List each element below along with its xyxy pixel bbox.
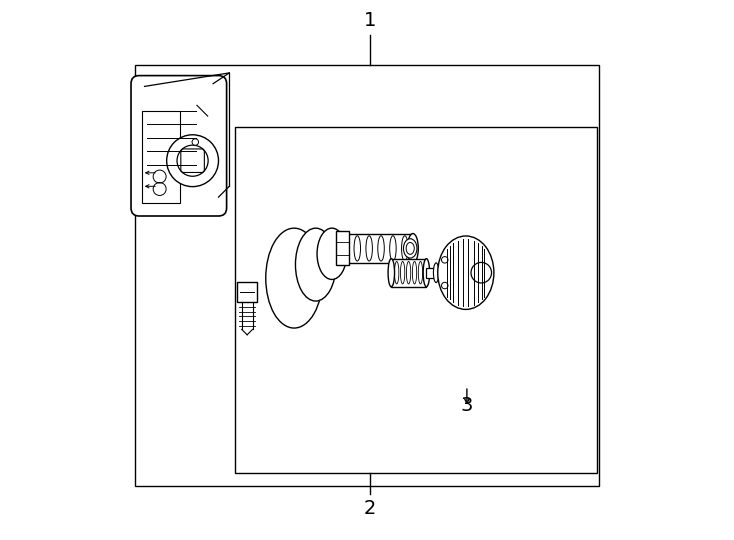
Ellipse shape	[296, 228, 336, 301]
Circle shape	[442, 282, 448, 289]
Text: 1: 1	[363, 11, 376, 30]
Circle shape	[167, 135, 219, 187]
Circle shape	[448, 271, 453, 275]
Bar	[336, 231, 349, 266]
Text: 2: 2	[363, 500, 376, 518]
Bar	[237, 282, 257, 302]
Text: 3: 3	[461, 396, 473, 415]
Bar	[235, 127, 597, 472]
FancyBboxPatch shape	[131, 76, 227, 216]
Circle shape	[192, 139, 198, 145]
Circle shape	[471, 262, 492, 283]
Ellipse shape	[433, 263, 439, 282]
Ellipse shape	[406, 242, 414, 254]
Ellipse shape	[388, 259, 395, 287]
Ellipse shape	[266, 228, 322, 328]
Ellipse shape	[407, 233, 418, 263]
Circle shape	[442, 268, 451, 278]
Bar	[142, 111, 180, 202]
Ellipse shape	[424, 259, 429, 287]
Bar	[426, 268, 449, 278]
Circle shape	[442, 256, 448, 263]
Ellipse shape	[437, 236, 494, 309]
Bar	[391, 259, 426, 287]
Circle shape	[177, 145, 208, 176]
Bar	[135, 65, 599, 486]
Bar	[340, 233, 413, 263]
Ellipse shape	[317, 228, 346, 280]
Ellipse shape	[404, 239, 417, 258]
